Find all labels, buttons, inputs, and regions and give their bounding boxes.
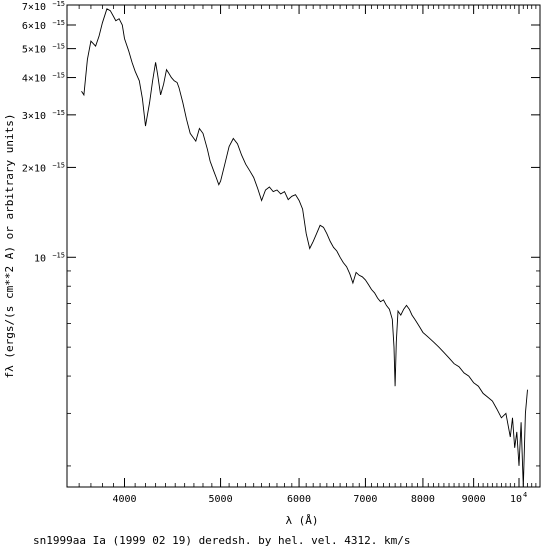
x-tick-label: 5000 [209,494,233,505]
y-tick-exponent: −15 [52,251,65,259]
y-tick-label: 6×10 [22,21,46,32]
x-tick-label: 9000 [462,494,486,505]
y-tick-label: 2×10 [22,163,46,174]
y-tick-label: 7×10 [22,2,46,13]
plot-frame [66,4,541,488]
y-tick-label: 5×10 [22,45,46,56]
x-tick-label: 10 [510,494,522,505]
y-tick-label: 3×10 [22,111,46,122]
spectrum-line [81,8,528,488]
x-tick-label: 4000 [112,494,136,505]
chart-caption: sn1999aa Ia (1999 02 19) deredsh. by hel… [33,534,411,547]
y-minor-ticks [67,270,540,467]
x-tick-exponent: 4 [523,491,527,499]
y-tick-exponent: −15 [52,161,65,169]
y-tick-label: 10 [34,253,46,264]
y-axis-label: fλ (ergs/(s cm**2 A) or arbitrary units) [3,114,16,379]
x-axis-label: λ (Å) [285,514,318,527]
x-tick-label: 6000 [287,494,311,505]
y-tick-exponent: −15 [52,0,65,8]
x-tick-label: 8000 [411,494,435,505]
x-tick-label: 7000 [353,494,377,505]
y-tick-exponent: −15 [52,109,65,117]
y-axis-ticks: −15 7×10 −15 6×10 −15 5×10 −15 4×10 −15 3×10 −15 2×… [22,0,540,264]
y-tick-exponent: −15 [52,43,65,51]
x-minor-ticks [78,5,541,487]
x-axis-ticks: 4000 5000 6000 7000 8000 9000 10 4 [112,5,527,505]
y-tick-exponent: −15 [52,19,65,27]
y-tick-label: 4×10 [22,74,46,85]
y-tick-exponent: −15 [52,72,65,80]
